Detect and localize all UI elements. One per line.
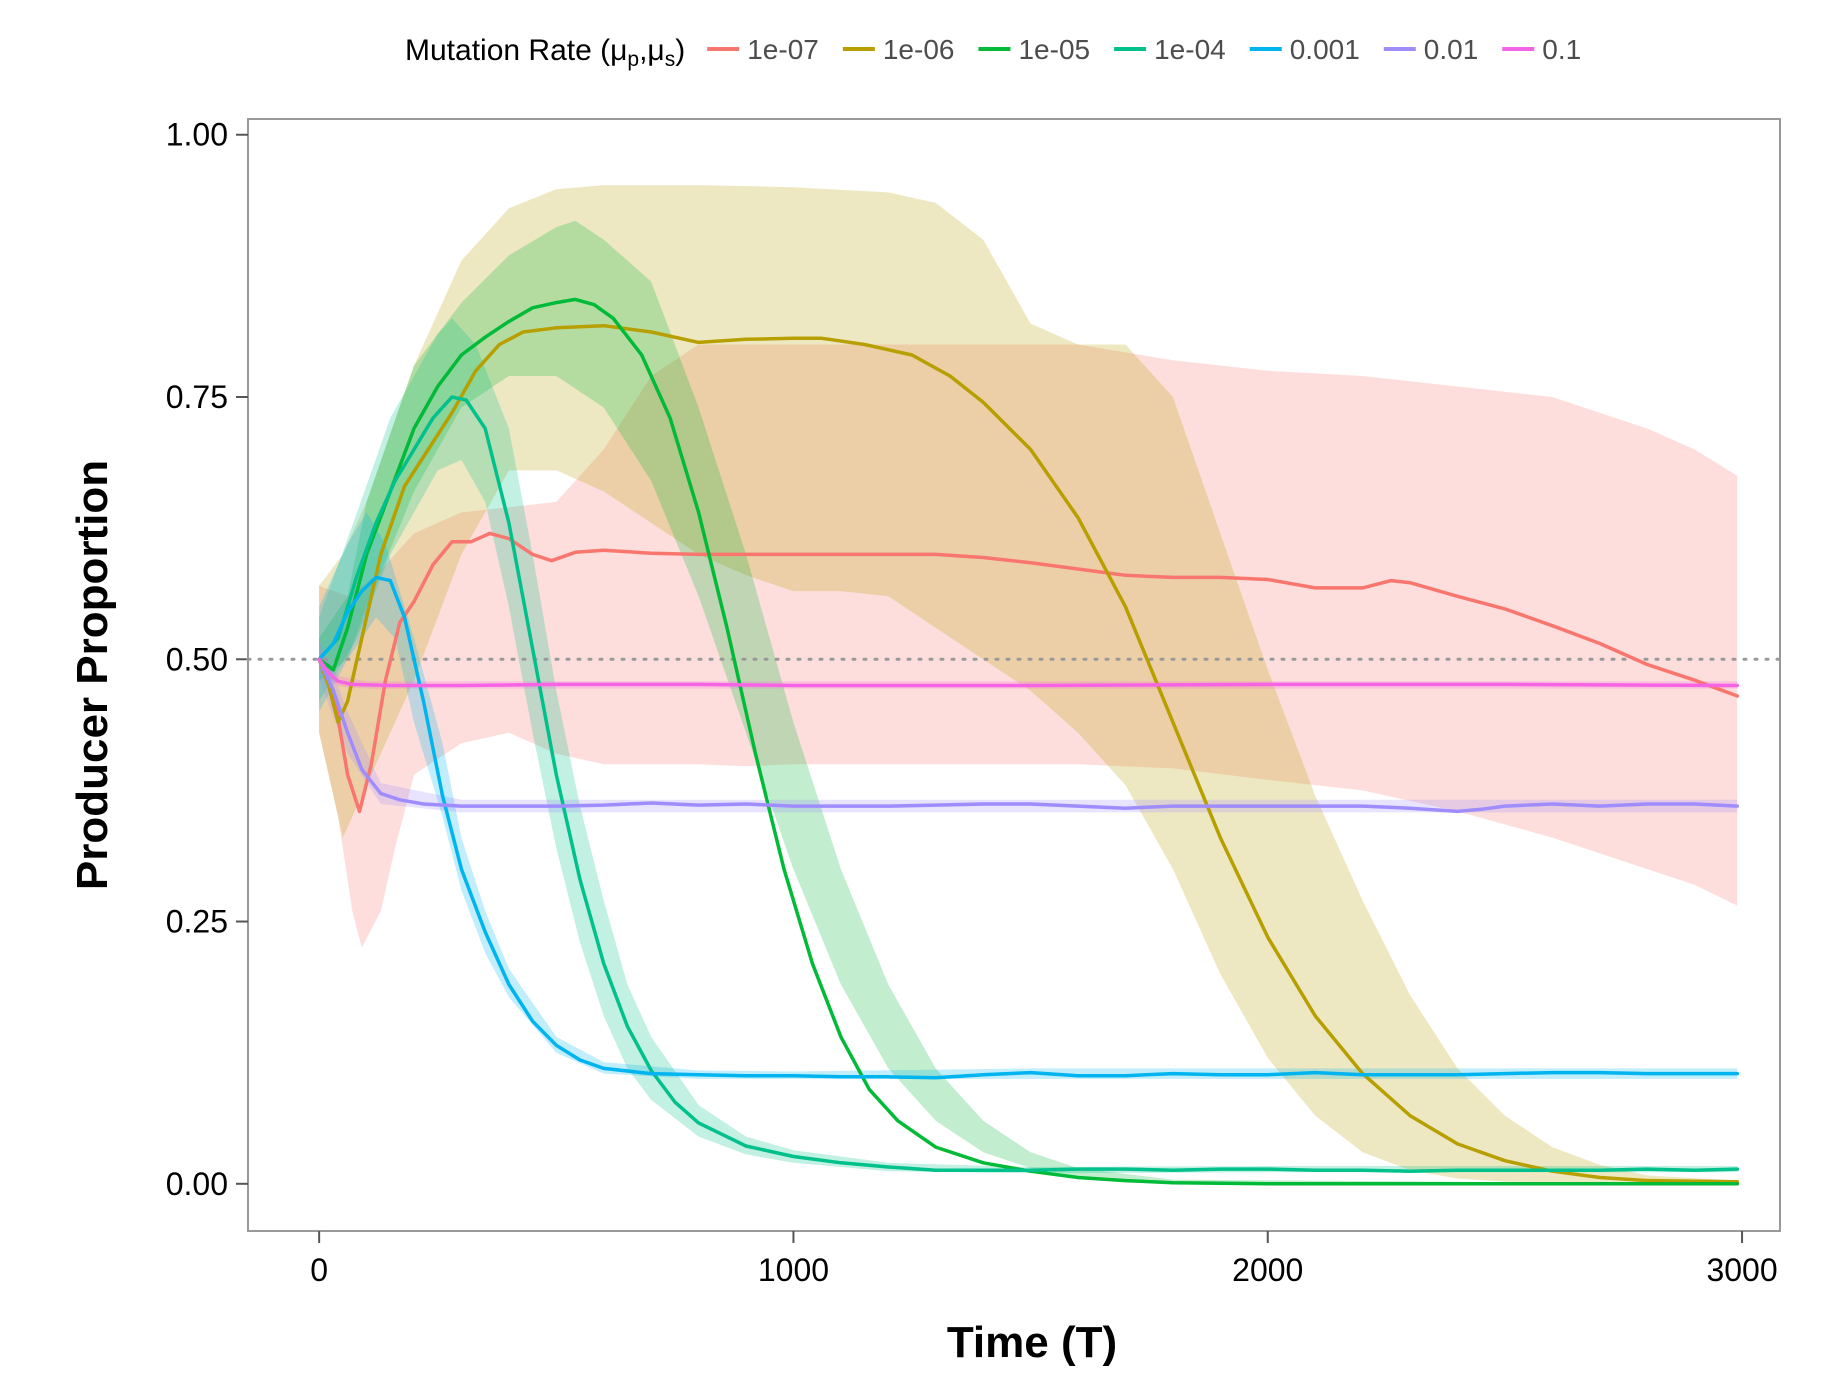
plot-panel [247,118,1781,1232]
legend-label: 1e-06 [883,34,955,65]
legend-label: 0.001 [1290,34,1360,65]
legend-title-mu-2: μ [647,34,664,67]
legend-title-mu: μ [610,34,627,67]
legend-title-main: Mutation Rate ( [405,34,610,67]
legend-label: 1e-07 [747,34,819,65]
series-line-1e-06 [317,323,1740,1184]
legend-title-close: ) [675,34,685,67]
y-tick-label: 0.75 [166,379,228,415]
legend-item-1e-07: 1e-07 [707,34,819,65]
x-tick-label: 1000 [758,1252,829,1288]
ribbon-1e-05 [319,220,1738,1184]
ribbon-1e-07 [319,344,1738,948]
legend-item-0.001: 0.001 [1249,34,1360,65]
series-lines [317,297,1740,1186]
legend-item-0.01: 0.01 [1383,34,1479,65]
series-line-1e-07 [317,531,1740,814]
y-tick-label: 1.00 [166,117,228,153]
series-line-0.1 [317,657,1740,688]
legend-title-sub-p: p [627,48,639,71]
x-tick-label: 2000 [1232,1252,1303,1288]
legend-title-sub-s: s [665,48,676,71]
legend-items: 1e-07 1e-06 1e-05 1e-04 0.001 0.01 0.1 [707,34,1581,65]
x-axis-title: Time (T) [947,1318,1117,1367]
y-tick-label: 0.25 [166,904,228,940]
ribbon-1e-04 [319,318,1738,1174]
legend-title: Mutation Rate (μp,μs) [405,34,685,71]
legend-item-1e-05: 1e-05 [978,34,1090,65]
x-tick-label: 0 [310,1252,328,1288]
series-line-0.01 [317,657,1740,814]
legend-item-0.1: 0.1 [1502,34,1581,65]
y-tick-label: 0.50 [166,641,228,677]
legend-title-comma: , [639,34,647,67]
legend-item-1e-04: 1e-04 [1114,34,1226,65]
y-tick-label: 0.00 [166,1166,228,1202]
legend-item-1e-06: 1e-06 [842,34,955,65]
series-line-1e-05 [317,297,1740,1186]
x-tick-label: 3000 [1706,1252,1777,1288]
legend-label: 1e-04 [1154,34,1226,65]
x-axis: 0 1000 2000 3000 [310,1231,1778,1288]
legend-label: 0.1 [1542,34,1581,65]
legend-label: 1e-05 [1018,34,1090,65]
legend: Mutation Rate (μp,μs) 1e-07 1e-06 1e-05 1e-… [405,34,1581,71]
legend-label: 0.01 [1424,34,1479,65]
series-line-0.001 [317,575,1740,1080]
y-axis: 0.00 0.25 0.50 0.75 1.00 [166,117,248,1202]
series-line-1e-04 [317,395,1740,1173]
y-axis-title: Producer Proportion [68,460,117,890]
